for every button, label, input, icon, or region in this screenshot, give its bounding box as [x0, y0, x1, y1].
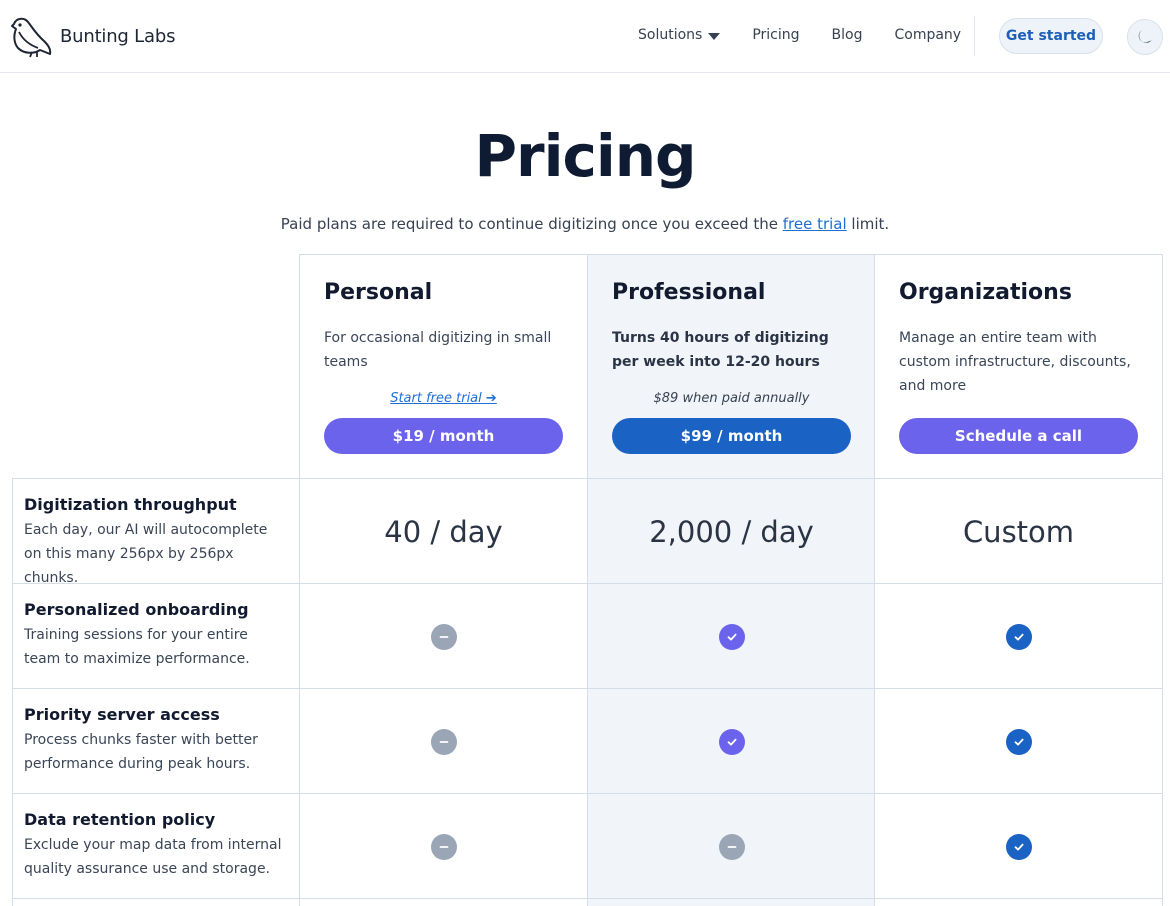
subtitle-text-end: limit.	[846, 215, 890, 233]
check-circle-icon	[1005, 833, 1032, 860]
retention-personal	[300, 794, 587, 899]
throughput-value: Custom	[962, 514, 1075, 549]
feature-title: Priority server access	[24, 705, 220, 724]
minus-circle-icon	[430, 623, 457, 650]
bird-logo-icon	[11, 17, 52, 58]
brand[interactable]: Bunting Labs	[10, 14, 175, 58]
plan-card-organizations: Organizations Manage an entire team with…	[875, 254, 1162, 478]
brand-name: Bunting Labs	[60, 25, 176, 47]
feature-row-onboarding: Personalized onboarding Training session…	[12, 584, 299, 689]
table-divider	[12, 898, 1163, 899]
minus-circle-icon	[430, 833, 457, 860]
plan-name: Professional	[612, 280, 766, 305]
feature-row-data-retention: Data retention policy Exclude your map d…	[12, 794, 299, 899]
retention-organizations	[875, 794, 1162, 899]
annual-price-note: $89 when paid annually	[653, 391, 810, 406]
plan-card-professional: Professional Turns 40 hours of digitizin…	[588, 254, 875, 478]
nav-link-label: Blog	[831, 27, 863, 43]
onboarding-professional	[588, 584, 875, 689]
professional-column-highlight	[588, 254, 875, 906]
personal-price-button[interactable]: $19 / month	[324, 418, 563, 454]
plan-card-personal: Personal For occasional digitizing in sm…	[300, 254, 587, 478]
table-divider	[12, 478, 13, 906]
table-divider	[12, 478, 1163, 479]
priority-organizations	[875, 689, 1162, 794]
plan-name: Organizations	[899, 280, 1072, 305]
get-started-button[interactable]: Get started	[999, 18, 1103, 54]
check-circle-icon	[718, 728, 745, 755]
plan-name: Personal	[324, 280, 433, 305]
minus-circle-icon	[430, 728, 457, 755]
plan-description: Turns 40 hours of digitizing per week in…	[612, 330, 829, 370]
nav-link-company[interactable]: Company	[894, 27, 961, 43]
onboarding-organizations	[875, 584, 1162, 689]
top-navbar: Bunting Labs Solutions Pricing Blog Comp…	[0, 0, 1170, 73]
feature-title: Personalized onboarding	[24, 600, 249, 619]
table-divider	[12, 793, 1163, 794]
feature-description: Each day, our AI will autocomplete on th…	[24, 522, 268, 586]
feature-description: Exclude your map data from internal qual…	[24, 837, 282, 877]
page-subtitle: Paid plans are required to continue digi…	[0, 215, 1170, 233]
nav-link-label: Pricing	[752, 27, 800, 43]
table-divider	[299, 254, 1163, 255]
table-divider	[12, 688, 1163, 689]
professional-price-button[interactable]: $99 / month	[612, 418, 851, 454]
table-divider	[299, 254, 300, 906]
schedule-call-button[interactable]: Schedule a call	[899, 418, 1138, 454]
page-title: Pricing	[474, 122, 696, 190]
feature-title: Data retention policy	[24, 810, 216, 829]
priority-professional	[588, 689, 875, 794]
nav-link-solutions[interactable]: Solutions	[638, 27, 721, 43]
feature-row-throughput: Digitization throughput Each day, our AI…	[12, 479, 299, 586]
start-free-trial-link[interactable]: Start free trial ➔	[390, 391, 497, 406]
feature-title: Digitization throughput	[24, 495, 237, 514]
nav-link-blog[interactable]: Blog	[832, 27, 863, 43]
check-circle-icon	[1005, 728, 1032, 755]
throughput-value: 40 / day	[384, 514, 503, 549]
theme-toggle-button[interactable]	[1127, 19, 1163, 55]
feature-description: Training sessions for your entire team t…	[24, 627, 250, 667]
throughput-personal: 40 / day	[300, 479, 587, 584]
nav-divider	[974, 16, 975, 56]
plan-description: For occasional digitizing in small teams	[324, 330, 552, 370]
onboarding-personal	[300, 584, 587, 689]
table-divider	[12, 583, 1163, 584]
table-divider	[1162, 254, 1163, 906]
table-divider	[587, 254, 588, 906]
nav-link-label: Company	[894, 27, 962, 43]
check-circle-icon	[718, 623, 745, 650]
caret-down-icon	[708, 32, 721, 40]
retention-professional	[588, 794, 875, 899]
plan-description: Manage an entire team with custom infras…	[899, 330, 1131, 394]
subtitle-text: Paid plans are required to continue digi…	[280, 215, 783, 233]
free-trial-link[interactable]: free trial	[782, 215, 847, 233]
check-circle-icon	[1005, 623, 1032, 650]
priority-personal	[300, 689, 587, 794]
feature-row-priority-access: Priority server access Process chunks fa…	[12, 689, 299, 794]
table-divider	[874, 254, 875, 906]
nav-link-label: Solutions	[638, 27, 703, 43]
nav-links: Solutions Pricing Blog Company	[638, 27, 993, 43]
nav-link-pricing[interactable]: Pricing	[752, 27, 799, 43]
minus-circle-icon	[718, 833, 745, 860]
throughput-professional: 2,000 / day	[588, 479, 875, 584]
throughput-value: 2,000 / day	[649, 514, 814, 549]
throughput-organizations: Custom	[875, 479, 1162, 584]
feature-description: Process chunks faster with better perfor…	[24, 732, 258, 772]
